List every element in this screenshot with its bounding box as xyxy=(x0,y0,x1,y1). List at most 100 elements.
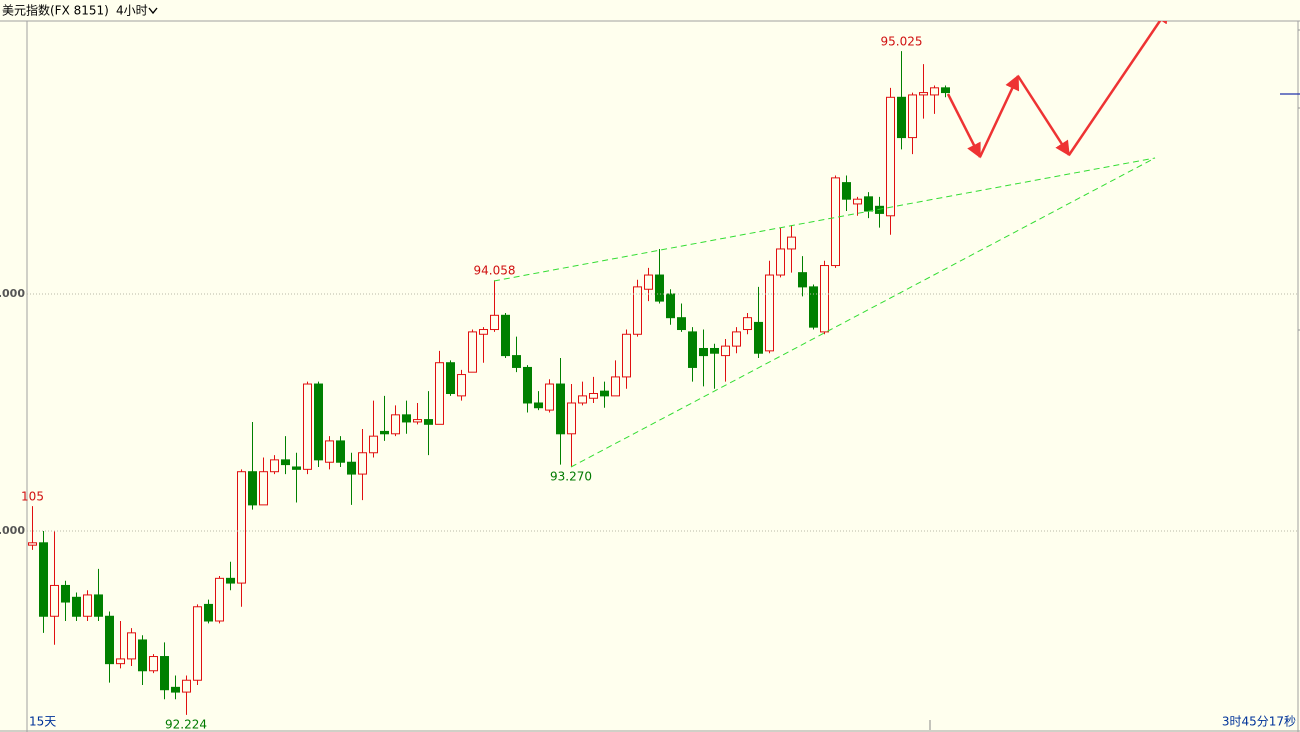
candle-body xyxy=(28,542,37,546)
candle-body xyxy=(50,584,59,617)
candle-body xyxy=(391,414,400,435)
candle-body xyxy=(468,331,477,373)
candle-body xyxy=(578,395,587,404)
candle-body xyxy=(204,603,213,622)
candle-body xyxy=(83,594,92,617)
candle-body xyxy=(479,329,488,335)
period-selector[interactable]: 4小时 xyxy=(116,4,148,18)
high-label: 95.025 xyxy=(881,35,923,49)
candle-body xyxy=(72,596,81,617)
candle-body xyxy=(589,393,598,399)
candle-body xyxy=(930,87,939,96)
candle-body xyxy=(303,383,312,470)
candle-body xyxy=(611,376,620,397)
candle-body xyxy=(270,459,279,473)
candle-body xyxy=(94,594,103,617)
y-tick-label: 94.000 xyxy=(0,287,25,300)
candle-body xyxy=(721,345,730,357)
trend-line-lower xyxy=(570,157,1156,468)
candle-body xyxy=(512,355,521,368)
candle-body xyxy=(556,383,565,435)
candle-body xyxy=(699,347,708,357)
candle-body xyxy=(897,96,906,139)
low-label: 93.270 xyxy=(550,469,592,483)
candle-body xyxy=(754,321,763,354)
candle-body xyxy=(820,265,829,333)
dropdown-chevron[interactable] xyxy=(148,7,158,15)
candle-body xyxy=(281,459,290,466)
candle-body xyxy=(798,272,807,288)
candle-body xyxy=(61,584,70,603)
candle-body xyxy=(787,236,796,250)
candle-body xyxy=(160,656,169,691)
low-label: 92.224 xyxy=(165,717,207,731)
candle-body xyxy=(347,461,356,475)
candle-body xyxy=(710,347,719,354)
candle-body xyxy=(446,362,455,395)
candle-body xyxy=(259,471,268,506)
candle-body xyxy=(248,471,257,506)
candle-body xyxy=(490,314,499,331)
candle-body xyxy=(457,374,466,397)
candle-body xyxy=(358,452,367,475)
candle-body xyxy=(424,419,433,425)
candle-body xyxy=(776,248,785,276)
candle-body xyxy=(182,679,191,693)
candle-body xyxy=(171,686,180,693)
candle-body xyxy=(380,430,389,435)
candle-body xyxy=(138,639,147,672)
plot-area xyxy=(28,51,950,715)
candle-body xyxy=(864,196,873,212)
candle-body xyxy=(875,205,884,214)
candle-body xyxy=(842,182,851,200)
candle-body xyxy=(193,606,202,681)
arrow xyxy=(946,93,982,159)
candle-body xyxy=(831,177,840,267)
candle-body xyxy=(369,435,378,454)
candle-body xyxy=(39,542,48,617)
candle-body xyxy=(600,390,609,397)
candle-body xyxy=(809,286,818,328)
candle-body xyxy=(545,383,554,411)
candle-body xyxy=(677,317,686,331)
range-label: 15天 xyxy=(29,715,56,729)
arrow xyxy=(1067,21,1169,156)
candle-body xyxy=(226,577,235,584)
candle-body xyxy=(149,656,158,672)
candle-body xyxy=(622,333,631,378)
candle-body xyxy=(644,274,653,290)
instrument-title: 美元指数(FX 8151) xyxy=(2,3,109,18)
candle-body xyxy=(633,286,642,335)
candle-body xyxy=(655,274,664,302)
high-label: 105 xyxy=(21,490,44,504)
candle-body xyxy=(501,314,510,357)
candle-body xyxy=(919,92,928,96)
y-tick-label: 93.000 xyxy=(0,524,25,537)
arrow xyxy=(978,74,1020,158)
candle-body xyxy=(237,471,246,584)
candle-body xyxy=(314,383,323,461)
projection-arrows xyxy=(946,21,1169,159)
candle-body xyxy=(908,94,917,139)
candle-body xyxy=(435,362,444,425)
candle-body xyxy=(127,632,136,660)
candle-body xyxy=(765,274,774,352)
candle-body xyxy=(413,419,422,423)
candle-body xyxy=(336,440,345,463)
candle-body xyxy=(523,366,532,404)
high-label: 94.058 xyxy=(474,264,516,278)
candle-body xyxy=(292,466,301,470)
candle-body xyxy=(534,402,543,409)
candle-body xyxy=(743,317,752,331)
candle-body xyxy=(567,402,576,435)
candle-body xyxy=(666,293,675,319)
candle-body xyxy=(116,658,125,665)
candle-body xyxy=(853,198,862,205)
candle-body xyxy=(215,577,224,622)
candle-body xyxy=(105,615,114,665)
candle-body xyxy=(688,331,697,368)
trend-line-upper xyxy=(493,157,1156,282)
header-bar xyxy=(0,0,1300,21)
candle-body xyxy=(941,87,950,94)
